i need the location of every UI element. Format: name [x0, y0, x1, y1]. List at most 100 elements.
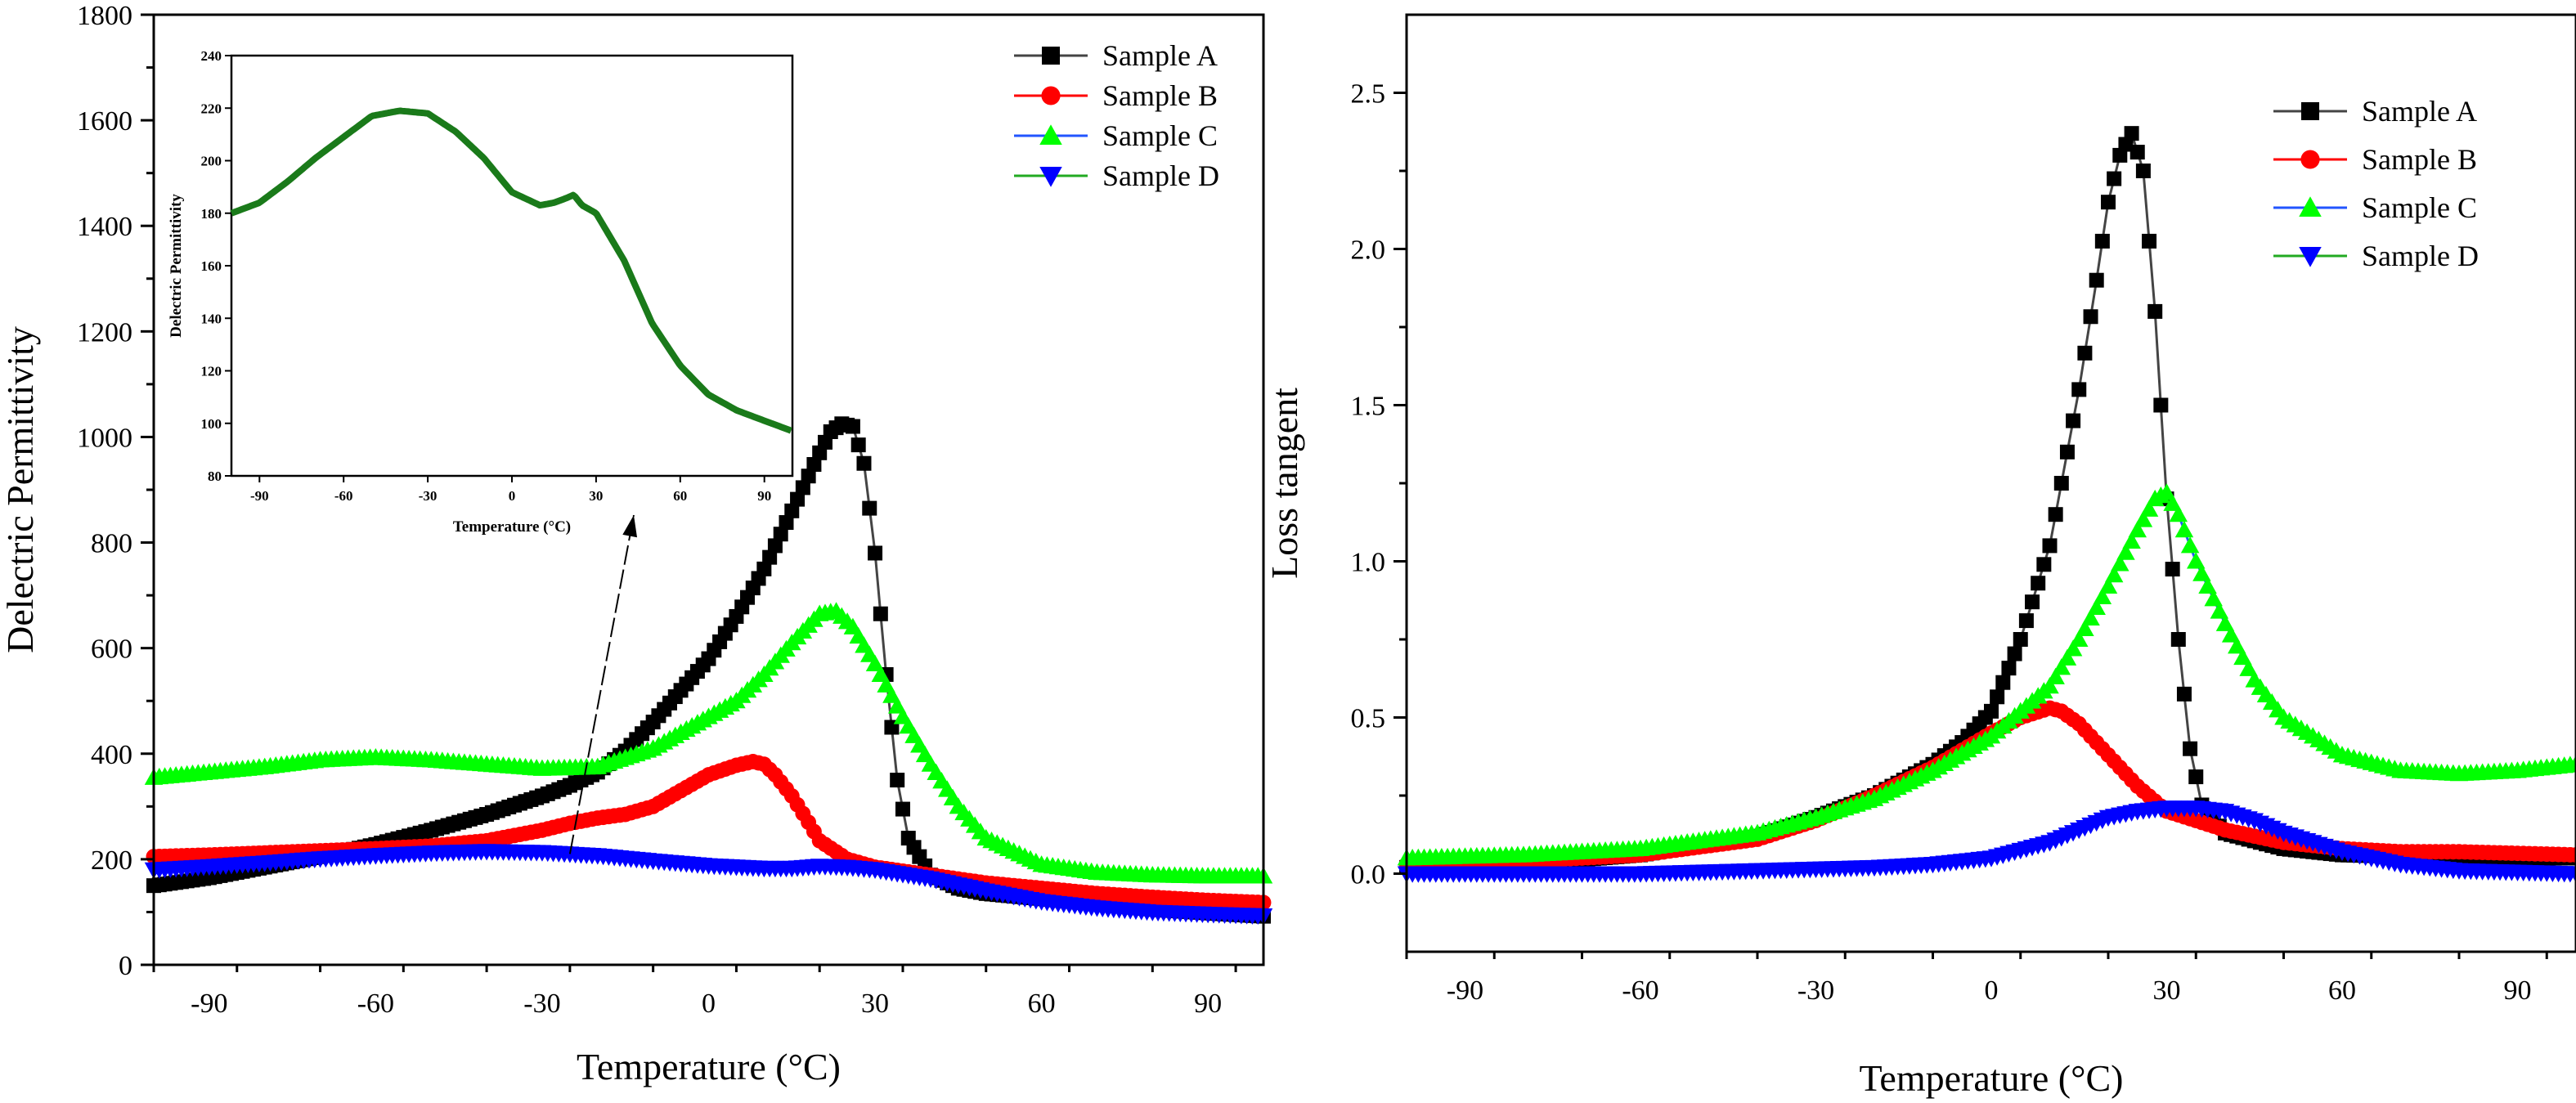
inset-y-tick-label: 200	[201, 154, 222, 169]
legend-marker	[1042, 47, 1060, 65]
data-point	[2183, 741, 2198, 756]
data-point	[873, 606, 888, 621]
series-sample-d	[1397, 800, 2576, 883]
data-point	[2076, 619, 2094, 637]
data-point	[2071, 382, 2087, 397]
data-point	[779, 515, 794, 531]
series-sample-d	[144, 844, 1273, 926]
inset-y-tick-label: 80	[208, 469, 222, 484]
data-point	[806, 457, 822, 473]
data-point	[2210, 602, 2229, 619]
x-tick-label: -90	[1447, 975, 1483, 1006]
x-tick-label: 60	[2328, 975, 2356, 1006]
data-point	[2111, 554, 2129, 572]
data-point	[2139, 500, 2159, 517]
inset-pointer-arrowhead	[622, 515, 638, 538]
data-point	[2142, 233, 2157, 249]
data-point	[856, 455, 872, 471]
data-point	[868, 545, 883, 561]
x-tick-label: -60	[357, 989, 394, 1019]
chart-panel-1: -90 -60 -30 0 30 60 90020040060080010001200140…	[0, 1, 1273, 1087]
legend-marker	[1041, 86, 1061, 105]
data-point	[767, 538, 783, 554]
data-point	[2059, 444, 2075, 460]
data-point	[1990, 689, 2005, 705]
x-tick-label: -90	[191, 989, 227, 1019]
inset-y-tick-label: 180	[201, 206, 222, 222]
x-tick-label: 0	[702, 989, 716, 1019]
data-point	[2188, 769, 2204, 785]
y-tick-label: 1200	[77, 317, 132, 347]
data-point	[2066, 413, 2081, 428]
data-point	[756, 561, 772, 576]
data-point	[2147, 303, 2163, 319]
inset-x-tick-label: 90	[757, 488, 771, 504]
data-point	[2163, 494, 2182, 511]
data-point	[2098, 576, 2118, 594]
x-axis-title: Temperature (°C)	[577, 1046, 841, 1087]
data-point	[762, 549, 778, 565]
data-point	[2566, 755, 2576, 772]
x-tick-label: -60	[1622, 975, 1658, 1006]
y-axis-title: Delectric Permittivity	[0, 326, 41, 653]
data-point	[2134, 510, 2153, 527]
data-point	[2566, 866, 2576, 883]
y-tick-label: 1000	[77, 423, 132, 453]
data-point	[895, 801, 910, 817]
data-point	[890, 773, 905, 788]
data-point	[2204, 590, 2223, 607]
data-point	[1984, 703, 1999, 719]
data-point	[2228, 637, 2246, 654]
inset-y-axis-title: Delectric Permittivity	[168, 194, 185, 338]
data-point	[2128, 521, 2147, 538]
inset-x-tick-label: 60	[673, 488, 687, 504]
legend-label: Sample C	[2362, 191, 2477, 224]
y-tick-label: 0.5	[1351, 704, 1386, 734]
data-point	[2174, 521, 2194, 538]
data-point	[850, 437, 866, 453]
inset-x-tick-label: -30	[419, 488, 438, 504]
y-tick-label: 1.0	[1351, 548, 1386, 578]
legend-marker	[2301, 102, 2319, 120]
inset-x-tick-label: -90	[250, 488, 269, 504]
data-point	[2025, 594, 2040, 610]
series-sample-a	[1399, 126, 2576, 875]
data-point	[2129, 145, 2145, 160]
data-point	[2176, 686, 2192, 702]
y-tick-label: 800	[91, 529, 132, 559]
inset-x-tick-label: 30	[589, 488, 603, 504]
data-point	[2053, 476, 2069, 491]
legend-label: Sample B	[1102, 79, 1218, 112]
data-point	[2070, 630, 2089, 647]
data-point	[2089, 272, 2104, 288]
y-tick-label: 200	[91, 845, 132, 876]
data-point	[2107, 171, 2122, 186]
y-tick-label: 1.5	[1351, 392, 1386, 422]
data-point	[2094, 233, 2110, 249]
data-point	[2087, 598, 2106, 616]
data-point	[2101, 195, 2116, 210]
data-point	[2215, 614, 2235, 631]
y-tick-label: 1400	[77, 212, 132, 242]
data-point	[2063, 639, 2083, 657]
inset-y-tick-label: 220	[201, 101, 222, 116]
data-point	[2135, 164, 2151, 178]
inset-y-tick-label: 120	[201, 364, 222, 379]
data-point	[2180, 536, 2200, 554]
y-tick-label: 400	[91, 740, 132, 770]
series-sample-b	[146, 754, 1272, 911]
data-point	[773, 527, 788, 542]
data-point	[2165, 562, 2180, 577]
x-tick-label: 30	[861, 989, 889, 1019]
legend: Sample A Sample B Sample C Sample D	[2273, 95, 2479, 272]
chart-panel-3: -90 -60 -30 0 30 60 90 0.0 0.5 1.0 1.5 2.0 2.5 Temper…	[1263, 13, 2576, 1099]
legend-label: Sample B	[2362, 143, 2477, 176]
data-point	[2153, 397, 2169, 413]
data-point	[2157, 483, 2176, 500]
inset-y-tick-label: 240	[201, 48, 222, 64]
data-point	[2187, 552, 2206, 569]
data-point	[784, 503, 800, 518]
legend-label: Sample D	[1102, 159, 1219, 192]
legend-label: Sample A	[2362, 95, 2477, 128]
data-point	[2001, 661, 2017, 676]
